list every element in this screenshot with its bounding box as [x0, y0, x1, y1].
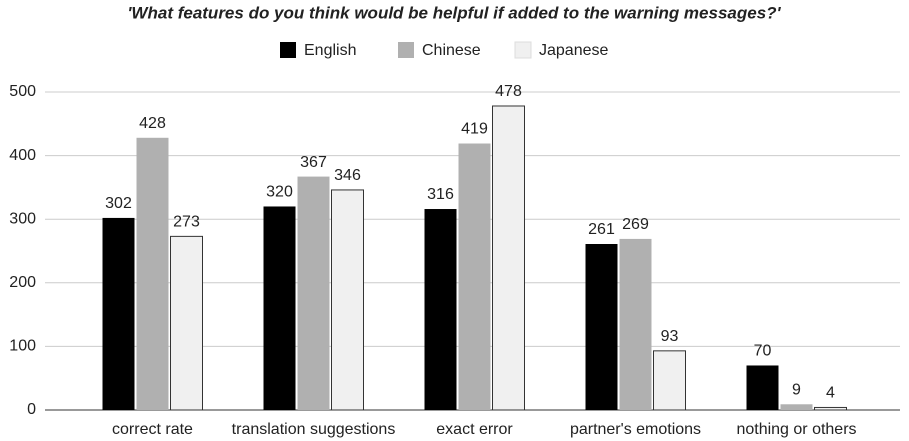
legend-swatch — [398, 42, 414, 58]
legend-swatch — [514, 41, 532, 59]
bar — [136, 137, 169, 411]
x-tick-label: exact error — [436, 421, 513, 438]
bar — [814, 406, 847, 411]
value-label: 302 — [105, 195, 132, 212]
value-label: 346 — [334, 167, 361, 184]
value-label: 478 — [495, 83, 522, 100]
value-label: 428 — [139, 115, 166, 132]
x-tick-label: nothing or others — [736, 421, 856, 438]
value-label: 419 — [461, 121, 488, 138]
chart-title: 'What features do you think would be hel… — [127, 3, 781, 22]
value-label: 70 — [754, 343, 772, 360]
y-tick-label: 400 — [9, 147, 36, 164]
value-label: 316 — [427, 186, 454, 203]
bar — [780, 404, 813, 410]
bar — [263, 206, 296, 410]
y-tick-label: 0 — [27, 401, 36, 418]
x-tick-label: translation suggestions — [232, 421, 396, 438]
x-tick-label: partner's emotions — [570, 421, 701, 438]
value-label: 320 — [266, 184, 293, 201]
legend-label: Chinese — [422, 42, 481, 59]
value-label: 273 — [173, 214, 200, 231]
bar — [297, 176, 330, 410]
bar — [102, 217, 135, 410]
legend-swatch — [280, 42, 296, 58]
bar — [458, 143, 491, 411]
bar — [331, 189, 364, 411]
bar — [746, 365, 779, 410]
y-tick-label: 100 — [9, 338, 36, 355]
legend-label: English — [304, 42, 356, 59]
y-tick-label: 500 — [9, 83, 36, 100]
value-label: 367 — [300, 154, 327, 171]
x-tick-label: correct rate — [112, 421, 193, 438]
bar — [653, 350, 686, 411]
value-label: 261 — [588, 221, 615, 238]
value-label: 4 — [826, 385, 835, 402]
bar — [170, 235, 203, 411]
value-label: 269 — [622, 216, 649, 233]
y-tick-label: 200 — [9, 274, 36, 291]
bar — [619, 238, 652, 410]
value-label: 9 — [792, 381, 801, 398]
value-label: 93 — [661, 328, 679, 345]
y-tick-label: 300 — [9, 210, 36, 227]
bar — [424, 209, 457, 410]
bar — [492, 105, 525, 411]
legend-label: Japanese — [539, 42, 608, 59]
bar — [585, 244, 618, 410]
